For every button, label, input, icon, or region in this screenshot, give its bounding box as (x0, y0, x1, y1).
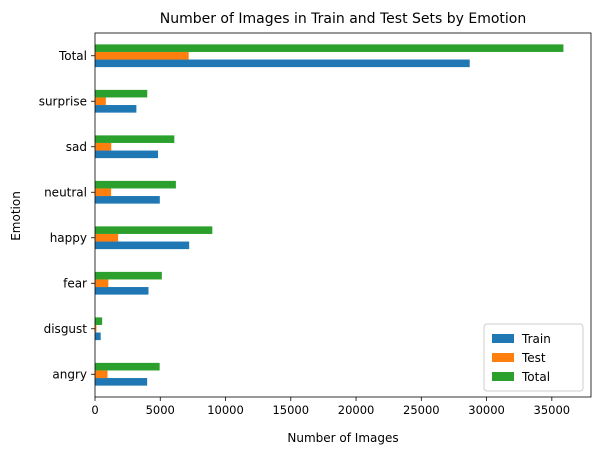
legend-label-total: Total (521, 370, 550, 384)
bar-train-disgust (95, 332, 101, 341)
legend-swatch-train (492, 334, 514, 343)
legend-swatch-test (492, 353, 514, 362)
y-tick-label-sad: sad (66, 140, 87, 154)
bar-test-sad (95, 142, 112, 151)
x-axis-label: Number of Images (287, 431, 398, 445)
legend-label-train: Train (521, 332, 551, 346)
bar-test-happy (95, 233, 119, 242)
x-tick-label: 0 (91, 403, 98, 417)
bar-train-surprise (95, 105, 137, 113)
x-tick-label: 30000 (468, 403, 505, 417)
bar-train-sad (95, 150, 159, 159)
y-axis-label: Emotion (9, 191, 23, 241)
x-tick-label: 25000 (403, 403, 440, 417)
bar-train-happy (95, 241, 190, 250)
plot-area: 0 5000 10000 15000 20000 25000 30000 35000 angry… (39, 32, 592, 417)
bar-test-surprise (95, 97, 106, 106)
legend: Train Test Total (483, 323, 584, 392)
x-tick-label: 5000 (146, 403, 175, 417)
chart-title: Number of Images in Train and Test Sets … (160, 11, 527, 27)
bar-test-disgust (95, 324, 97, 333)
bar-train-neutral (95, 196, 160, 204)
bar-train-total (95, 59, 470, 68)
y-tick-label-disgust: disgust (44, 322, 88, 336)
bar-total-surprise (95, 89, 148, 98)
bar-total-fear (95, 271, 162, 280)
bar-total-total (95, 44, 564, 52)
legend-label-test: Test (521, 351, 546, 365)
bar-total-happy (95, 226, 213, 234)
y-tick-label-surprise: surprise (39, 94, 87, 108)
x-tick-label: 15000 (272, 403, 309, 417)
y-tick-label-happy: happy (50, 231, 87, 245)
bar-total-sad (95, 135, 175, 143)
y-tick-label-neutral: neutral (44, 185, 87, 199)
bar-total-angry (95, 362, 160, 371)
bar-train-fear (95, 287, 149, 295)
y-tick-label-angry: angry (52, 367, 87, 381)
x-tick-label: 35000 (534, 403, 571, 417)
bar-test-angry (95, 370, 108, 379)
bar-test-fear (95, 279, 109, 288)
bar-total-neutral (95, 180, 176, 189)
bar-test-total (95, 51, 189, 60)
legend-swatch-total (492, 372, 514, 381)
bar-test-neutral (95, 188, 112, 197)
plot-frame (94, 32, 592, 398)
y-tick-label-total: Total (58, 49, 87, 63)
x-tick-label: 20000 (338, 403, 375, 417)
bar-total-disgust (95, 317, 103, 325)
bar-train-angry (95, 378, 148, 386)
y-tick-label-fear: fear (63, 276, 87, 290)
x-tick-label: 10000 (207, 403, 244, 417)
